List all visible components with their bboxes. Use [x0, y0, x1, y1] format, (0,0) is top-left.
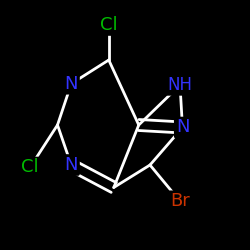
Text: Cl: Cl	[100, 16, 117, 34]
Text: N: N	[64, 75, 78, 93]
Text: N: N	[176, 118, 189, 136]
Text: NH: NH	[168, 76, 192, 94]
Text: Cl: Cl	[21, 158, 39, 176]
Text: N: N	[64, 156, 78, 174]
Text: Br: Br	[170, 192, 190, 210]
